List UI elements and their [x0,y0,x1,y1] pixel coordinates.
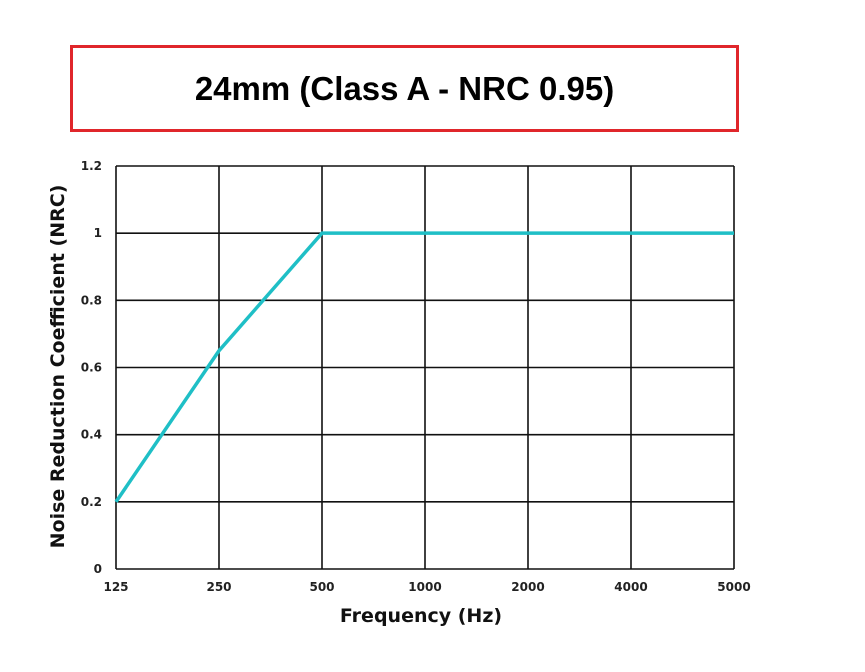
series-layer [114,231,734,503]
x-tick-label: 2000 [511,580,544,594]
chart-title: 24mm (Class A - NRC 0.95) [194,69,615,107]
x-axis-title: Frequency (Hz) [340,605,502,627]
y-tick-label: 1.2 [81,159,102,173]
y-tick-label: 0.6 [81,361,102,375]
x-tick-label: 5000 [717,580,750,594]
y-tick-label: 0.4 [81,428,102,442]
x-tick-label: 125 [103,580,128,594]
y-tick-label: 0.2 [81,495,102,509]
y-tick-labels: 0 0.2 0.4 0.6 0.8 1 1.2 [81,159,102,576]
series-line-nrc [114,231,734,503]
chart-title-box: 24mm (Class A - NRC 0.95) [70,45,739,132]
y-tick-label: 0 [94,562,102,576]
y-tick-label: 0.8 [81,293,102,307]
x-tick-label: 1000 [408,580,441,594]
x-tick-label: 4000 [614,580,647,594]
x-tick-label: 500 [309,580,334,594]
y-axis-title: Noise Reduction Coefficient (NRC) [47,185,69,549]
x-tick-labels: 125 250 500 1000 2000 4000 5000 [103,580,750,594]
y-tick-label: 1 [94,226,102,240]
x-tick-label: 250 [206,580,231,594]
